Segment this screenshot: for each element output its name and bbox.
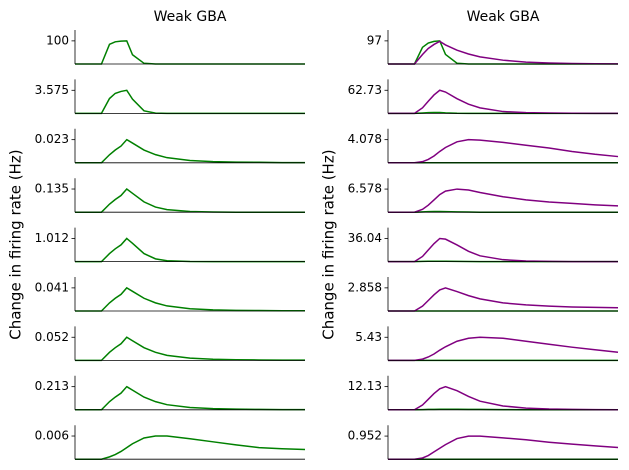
series-line	[388, 188, 619, 213]
chart-title: Weak GBA	[154, 9, 227, 25]
series-line	[388, 336, 619, 362]
series-line	[388, 237, 618, 263]
series-line	[75, 385, 305, 411]
series-line	[75, 435, 306, 460]
y-tick-label: 5.43	[355, 330, 382, 344]
series-line	[75, 40, 305, 65]
series-line	[75, 237, 305, 263]
y-tick-label: 12.13	[348, 379, 382, 393]
series-line	[75, 138, 305, 164]
series-line	[75, 286, 305, 312]
chart-title: Weak GBA	[467, 9, 540, 25]
y-axis-label: Change in firing rate (Hz)	[7, 149, 25, 339]
y-tick-label: 4.078	[348, 132, 382, 146]
y-tick-label: 0.023	[35, 132, 69, 146]
series-line	[388, 385, 619, 411]
y-tick-label: 3.575	[35, 83, 69, 97]
y-tick-label: 62.73	[348, 83, 382, 97]
y-tick-label: 6.578	[348, 182, 382, 196]
series-line	[75, 188, 305, 213]
y-tick-label: 100	[46, 33, 69, 47]
y-tick-label: 2.858	[348, 280, 382, 294]
y-tick-label: 0.041	[35, 280, 69, 294]
y-axis-label: Change in firing rate (Hz)	[320, 149, 338, 339]
y-tick-label: 0.952	[348, 429, 382, 443]
series-line	[388, 435, 619, 460]
y-tick-label: 0.006	[35, 429, 69, 443]
series-line	[75, 336, 305, 362]
series-line	[75, 89, 305, 115]
y-tick-label: 97	[367, 33, 382, 47]
y-tick-label: 36.04	[348, 231, 382, 245]
series-line	[388, 40, 619, 65]
series-line	[388, 138, 619, 164]
y-tick-label: 0.052	[35, 330, 69, 344]
series-line	[388, 287, 619, 312]
series-line	[388, 89, 618, 115]
y-tick-label: 1.012	[35, 231, 69, 245]
y-tick-label: 0.213	[35, 379, 69, 393]
y-tick-label: 0.135	[35, 182, 69, 196]
